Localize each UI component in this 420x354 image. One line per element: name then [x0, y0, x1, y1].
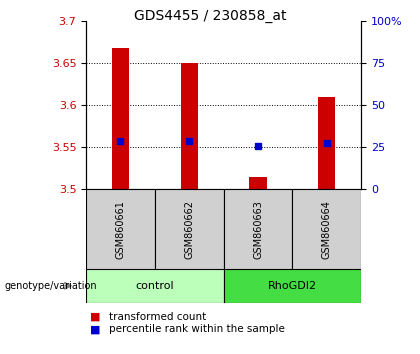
FancyBboxPatch shape — [86, 189, 155, 269]
FancyBboxPatch shape — [224, 269, 361, 303]
Text: percentile rank within the sample: percentile rank within the sample — [109, 324, 285, 334]
Bar — [112, 48, 129, 189]
Text: genotype/variation: genotype/variation — [4, 281, 97, 291]
Bar — [249, 177, 267, 189]
Text: control: control — [136, 281, 174, 291]
Bar — [181, 63, 198, 189]
Text: transformed count: transformed count — [109, 312, 207, 322]
Text: RhoGDI2: RhoGDI2 — [268, 281, 317, 291]
Bar — [318, 97, 336, 189]
Text: ■: ■ — [90, 324, 101, 334]
FancyBboxPatch shape — [155, 189, 224, 269]
Text: GSM860661: GSM860661 — [116, 200, 126, 259]
Text: GSM860663: GSM860663 — [253, 200, 263, 259]
Text: GSM860664: GSM860664 — [322, 200, 332, 259]
Text: GDS4455 / 230858_at: GDS4455 / 230858_at — [134, 9, 286, 23]
Text: GSM860662: GSM860662 — [184, 200, 194, 259]
FancyBboxPatch shape — [292, 189, 361, 269]
FancyBboxPatch shape — [86, 269, 224, 303]
Text: ■: ■ — [90, 312, 101, 322]
FancyBboxPatch shape — [224, 189, 292, 269]
